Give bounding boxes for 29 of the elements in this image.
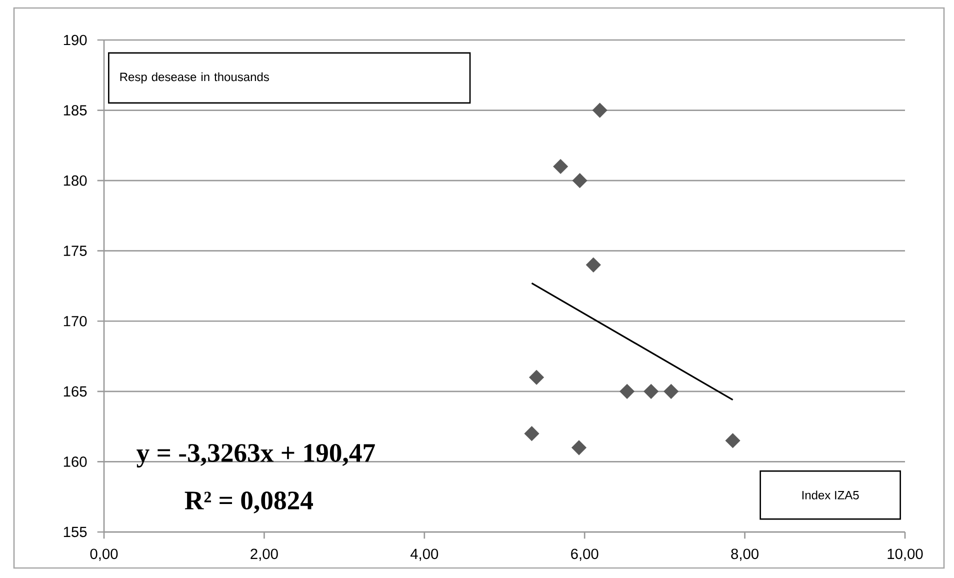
point xyxy=(529,370,544,385)
x-tick-label: 0,00 xyxy=(90,548,118,561)
y-axis-title: Resp desease in thousands xyxy=(120,72,269,84)
y-tick-label: 175 xyxy=(64,246,87,256)
point xyxy=(553,159,568,174)
point xyxy=(524,426,540,442)
x-tick-label: 2,00 xyxy=(250,548,278,561)
point xyxy=(725,433,740,448)
y-tick-label: 165 xyxy=(64,386,87,397)
point xyxy=(572,173,588,188)
y-tick-label: 180 xyxy=(64,175,87,186)
point xyxy=(572,440,586,456)
x-tick-label: 6,00 xyxy=(571,548,598,561)
point xyxy=(620,384,634,399)
point xyxy=(664,384,679,399)
x-tick-label: 8,00 xyxy=(731,548,758,561)
point xyxy=(644,384,659,399)
x-axis-title: Index IZA5 xyxy=(802,490,859,500)
y-tick-label: 160 xyxy=(64,456,87,467)
y-tick-label: 185 xyxy=(64,105,87,116)
y-tick-label: 190 xyxy=(64,34,87,46)
x-tick-label: 4,00 xyxy=(410,548,438,561)
annotation: R² = 0,0824 xyxy=(184,492,313,514)
annotation: y = -3,3263x + 190,47 xyxy=(136,444,375,468)
point xyxy=(592,102,608,118)
y-tick-label: 155 xyxy=(64,526,87,538)
y-tick-label: 170 xyxy=(64,316,87,326)
x-tick-label: 10,00 xyxy=(888,548,923,561)
point xyxy=(586,257,601,272)
